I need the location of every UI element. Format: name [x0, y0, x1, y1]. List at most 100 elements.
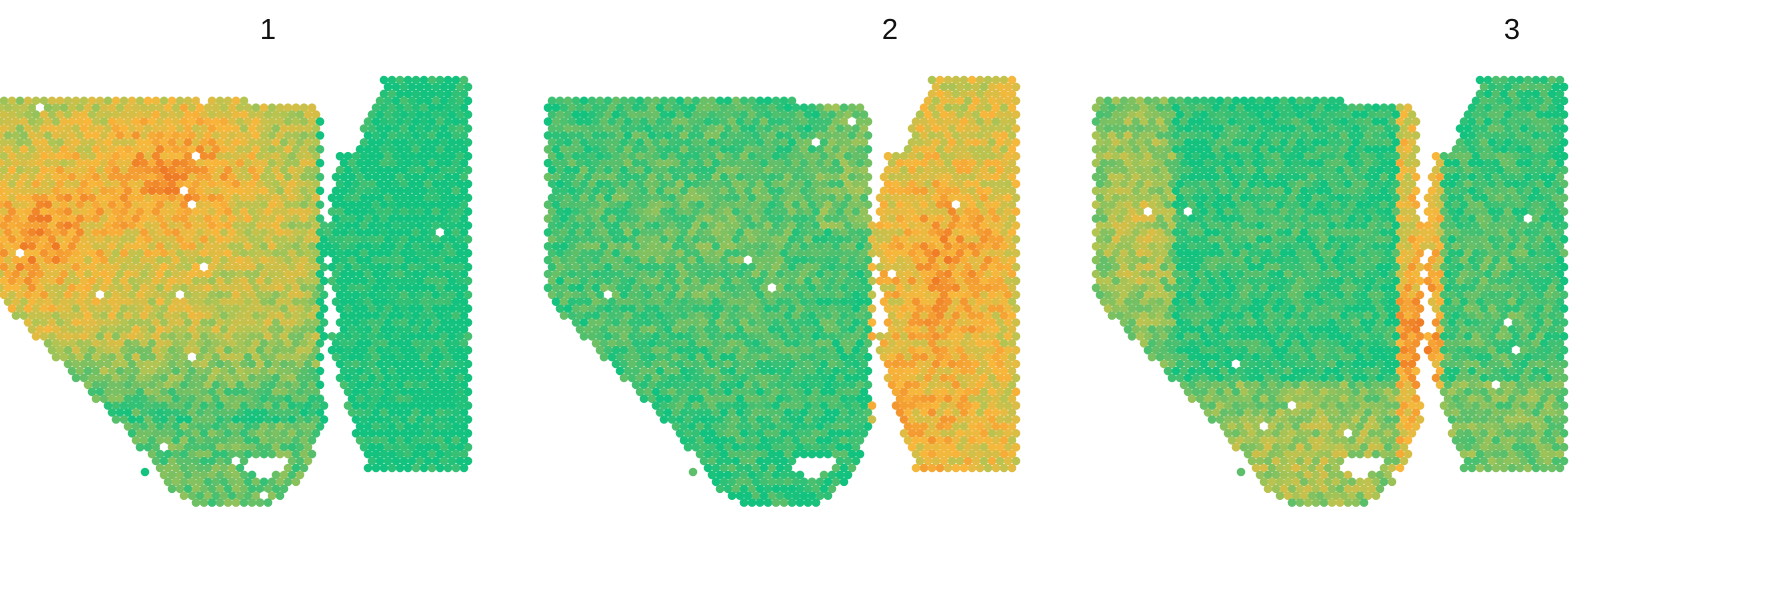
spot: [115, 228, 125, 237]
spot: [0, 110, 9, 119]
spot: [227, 297, 237, 307]
spot: [311, 304, 321, 313]
spot: [383, 207, 393, 216]
spot: [263, 179, 273, 189]
spot: [15, 179, 25, 189]
spot: [307, 117, 317, 126]
spot: [379, 117, 389, 126]
spot: [359, 138, 369, 147]
spot: [431, 304, 441, 313]
spot: [211, 131, 221, 140]
spot: [47, 207, 57, 216]
spot: [443, 131, 453, 140]
spot: [123, 145, 133, 154]
spot: [291, 228, 301, 237]
spot: [151, 151, 161, 161]
spot: [123, 214, 133, 223]
spot: [447, 179, 457, 189]
spot: [351, 276, 361, 286]
spot: [259, 158, 269, 168]
spot: [339, 186, 349, 196]
spot: [387, 172, 397, 182]
spot: [111, 262, 121, 272]
spot: [183, 248, 193, 258]
spot: [199, 96, 209, 106]
spot: [367, 276, 377, 286]
spot: [235, 228, 245, 237]
spot: [263, 193, 273, 203]
spot: [287, 276, 297, 286]
spot: [39, 193, 49, 203]
spot: [71, 290, 81, 300]
spot: [99, 255, 109, 265]
spot: [0, 207, 9, 216]
spot: [331, 186, 341, 196]
spot: [299, 269, 309, 279]
spot: [447, 262, 457, 272]
spot: [343, 207, 353, 216]
spot: [259, 255, 269, 265]
spot: [255, 262, 265, 272]
spot: [295, 193, 305, 203]
spot: [103, 207, 113, 216]
spot: [15, 96, 25, 106]
spot: [55, 110, 65, 119]
spot: [59, 172, 69, 182]
spot: [319, 290, 329, 300]
spot: [75, 311, 85, 320]
spot: [403, 89, 413, 99]
spot: [39, 262, 49, 272]
spot: [399, 138, 409, 147]
spot: [183, 221, 193, 230]
spot: [131, 186, 141, 196]
spot: [27, 172, 37, 182]
spot: [3, 242, 13, 251]
spot: [87, 207, 97, 216]
spot: [175, 179, 185, 189]
spot: [63, 110, 73, 119]
spot: [35, 103, 45, 112]
spot: [199, 124, 209, 133]
spot: [243, 228, 253, 237]
spot: [283, 228, 293, 237]
spot: [315, 158, 325, 168]
spot: [443, 214, 453, 223]
spot: [183, 276, 193, 286]
spot: [459, 131, 469, 140]
spot: [91, 158, 101, 168]
spot: [195, 145, 205, 154]
spot: [91, 131, 101, 140]
spot: [243, 117, 253, 126]
spot: [167, 151, 177, 161]
spot: [403, 131, 413, 140]
spot: [231, 276, 241, 286]
spot: [363, 269, 373, 279]
spot: [251, 297, 261, 307]
spot: [0, 235, 9, 244]
spot: [195, 103, 205, 112]
spot: [219, 117, 229, 126]
spot: [47, 96, 57, 106]
spot: [127, 248, 137, 258]
spot: [267, 186, 277, 196]
spot: [351, 207, 361, 216]
spot: [263, 165, 273, 175]
spot: [271, 179, 281, 189]
spot: [439, 276, 449, 286]
spot: [247, 124, 257, 133]
spot: [79, 110, 89, 119]
spot: [35, 117, 45, 126]
spot: [455, 207, 465, 216]
spot: [399, 207, 409, 216]
spot: [235, 214, 245, 223]
spot: [159, 193, 169, 203]
spot: [87, 138, 97, 147]
spot: [63, 179, 73, 189]
spot: [19, 297, 29, 307]
spot: [119, 96, 129, 106]
spot: [83, 103, 93, 112]
spot: [187, 145, 197, 154]
spot: [115, 145, 125, 154]
spot: [99, 158, 109, 168]
spot: [107, 214, 117, 223]
